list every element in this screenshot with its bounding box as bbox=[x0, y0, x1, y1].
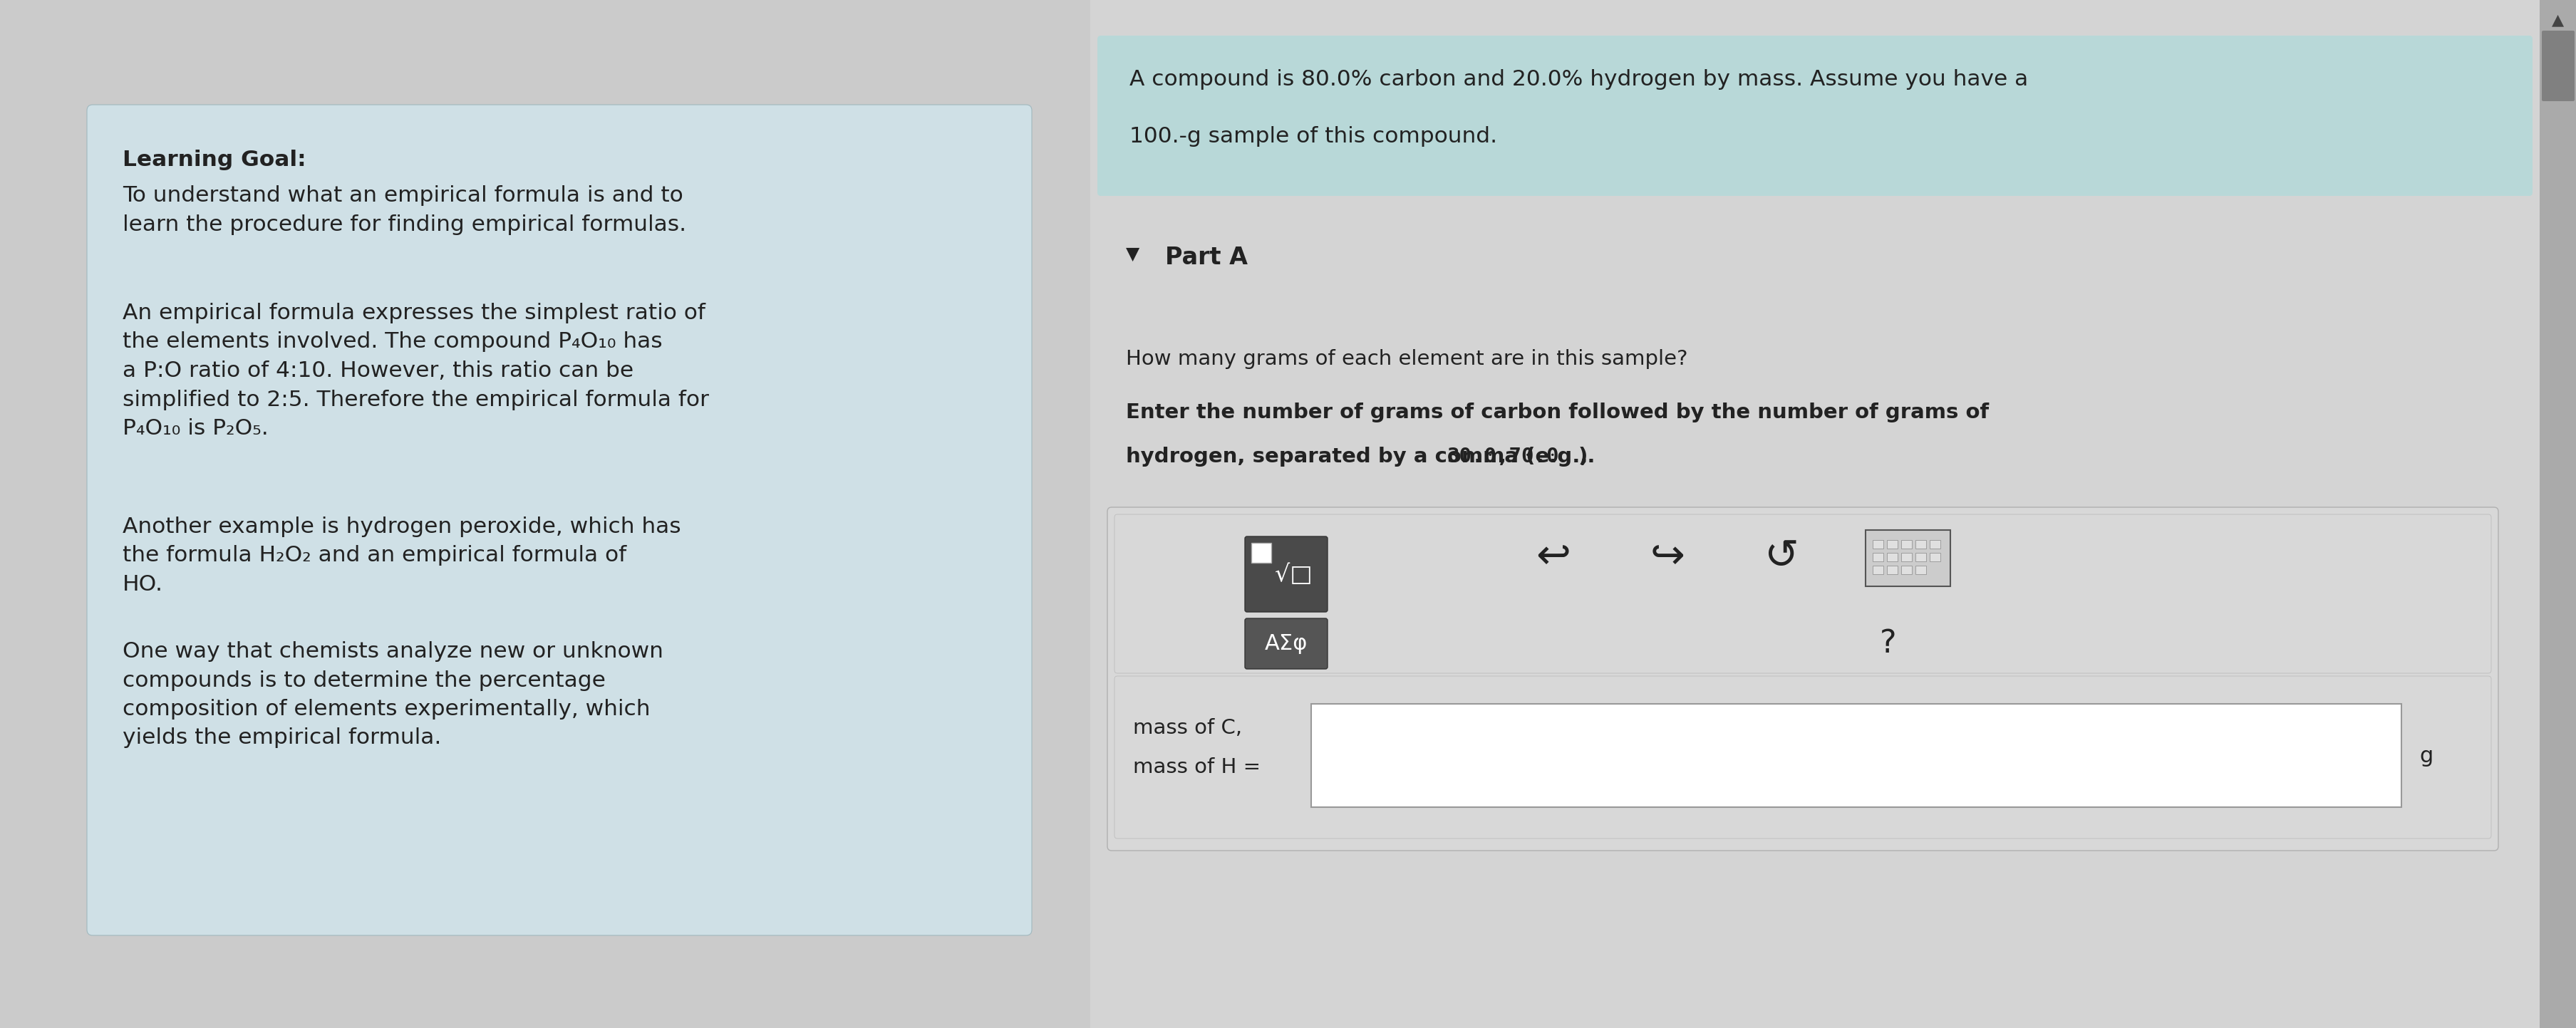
FancyBboxPatch shape bbox=[1873, 553, 1883, 561]
Text: Enter the number of grams of carbon followed by the number of grams of: Enter the number of grams of carbon foll… bbox=[1126, 403, 1989, 423]
FancyBboxPatch shape bbox=[1914, 565, 1927, 575]
Text: ↺: ↺ bbox=[1765, 536, 1798, 577]
Text: ▼: ▼ bbox=[1126, 246, 1139, 263]
FancyBboxPatch shape bbox=[1252, 543, 1270, 562]
FancyBboxPatch shape bbox=[1914, 540, 1927, 549]
Text: To understand what an empirical formula is and to
learn the procedure for findin: To understand what an empirical formula … bbox=[124, 185, 685, 234]
Text: 30.0,70.0: 30.0,70.0 bbox=[1445, 447, 1558, 467]
FancyBboxPatch shape bbox=[1914, 553, 1927, 561]
Text: One way that chemists analyze new or unknown
compounds is to determine the perce: One way that chemists analyze new or unk… bbox=[124, 641, 662, 748]
FancyBboxPatch shape bbox=[1115, 514, 2491, 673]
Text: mass of H =: mass of H = bbox=[1133, 758, 1260, 777]
Text: 100.-g sample of this compound.: 100.-g sample of this compound. bbox=[1128, 126, 1497, 147]
Text: AΣφ: AΣφ bbox=[1265, 633, 1309, 655]
Bar bbox=[0, 0, 1090, 1028]
FancyBboxPatch shape bbox=[1873, 565, 1883, 575]
FancyBboxPatch shape bbox=[1311, 704, 2401, 807]
FancyBboxPatch shape bbox=[2540, 31, 2573, 101]
FancyBboxPatch shape bbox=[1873, 540, 1883, 549]
Bar bbox=[1090, 0, 2540, 1028]
Text: ↪: ↪ bbox=[1649, 536, 1685, 577]
FancyBboxPatch shape bbox=[88, 105, 1030, 935]
FancyBboxPatch shape bbox=[1108, 507, 2499, 850]
Text: How many grams of each element are in this sample?: How many grams of each element are in th… bbox=[1126, 350, 1687, 369]
Text: ↩: ↩ bbox=[1535, 536, 1571, 577]
FancyBboxPatch shape bbox=[1929, 540, 1940, 549]
FancyBboxPatch shape bbox=[1901, 565, 1911, 575]
FancyBboxPatch shape bbox=[1244, 537, 1327, 612]
FancyBboxPatch shape bbox=[1901, 540, 1911, 549]
Text: ).: ). bbox=[1579, 447, 1595, 467]
FancyBboxPatch shape bbox=[1929, 553, 1940, 561]
Bar bbox=[2540, 0, 2576, 1028]
FancyBboxPatch shape bbox=[1097, 36, 2532, 196]
Text: Another example is hydrogen peroxide, which has
the formula H₂O₂ and an empirica: Another example is hydrogen peroxide, wh… bbox=[124, 516, 680, 595]
Text: A compound is 80.0% carbon and 20.0% hydrogen by mass. Assume you have a: A compound is 80.0% carbon and 20.0% hyd… bbox=[1128, 69, 2027, 89]
Text: √□: √□ bbox=[1275, 562, 1311, 586]
Text: mass of C,: mass of C, bbox=[1133, 719, 1242, 738]
Text: g: g bbox=[2419, 745, 2432, 766]
FancyBboxPatch shape bbox=[1115, 676, 2491, 839]
FancyBboxPatch shape bbox=[1886, 565, 1896, 575]
Text: hydrogen, separated by a comma (e.g.,: hydrogen, separated by a comma (e.g., bbox=[1126, 447, 1595, 467]
FancyBboxPatch shape bbox=[1886, 540, 1896, 549]
Text: An empirical formula expresses the simplest ratio of
the elements involved. The : An empirical formula expresses the simpl… bbox=[124, 303, 708, 439]
FancyBboxPatch shape bbox=[1865, 530, 1950, 586]
FancyBboxPatch shape bbox=[1901, 553, 1911, 561]
FancyBboxPatch shape bbox=[1886, 553, 1896, 561]
FancyBboxPatch shape bbox=[1244, 619, 1327, 669]
Text: Part A: Part A bbox=[1164, 246, 1247, 269]
Text: Learning Goal:: Learning Goal: bbox=[124, 150, 307, 171]
Text: ?: ? bbox=[1880, 629, 1896, 659]
Text: ▲: ▲ bbox=[2550, 12, 2563, 27]
